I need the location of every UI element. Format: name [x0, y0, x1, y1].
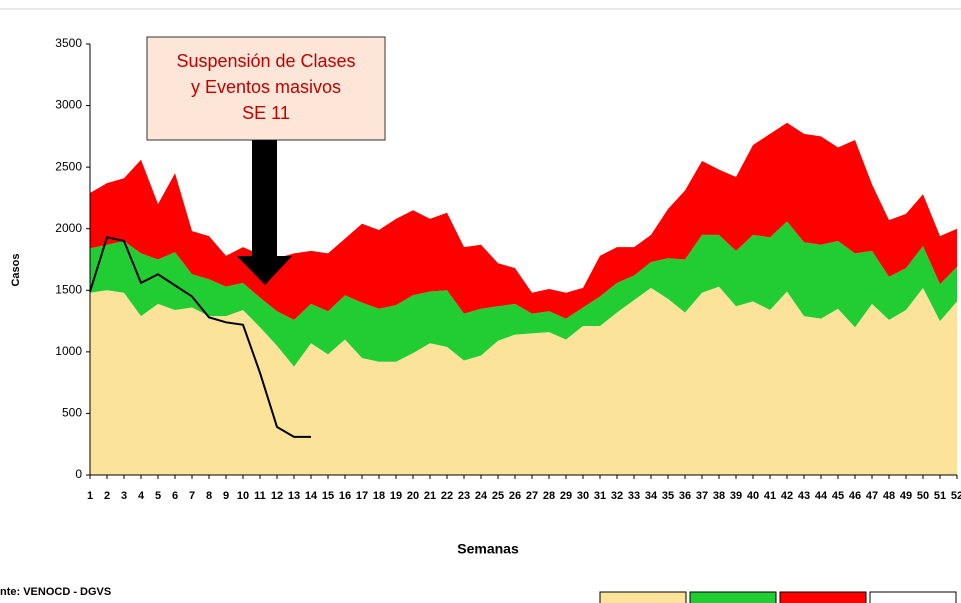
x-tick-label: 31: [594, 490, 606, 502]
x-tick-label: 35: [662, 490, 674, 502]
x-tick-label: 28: [543, 490, 555, 502]
annotation-text: SE 11: [242, 103, 290, 123]
x-tick-label: 10: [237, 490, 249, 502]
x-tick-label: 25: [492, 490, 504, 502]
x-tick-label: 33: [628, 490, 640, 502]
arrow-head: [237, 256, 292, 285]
x-tick-label: 47: [866, 490, 878, 502]
x-tick-label: 22: [441, 490, 453, 502]
area: [90, 221, 957, 367]
x-tick-label: 24: [475, 490, 488, 502]
y-axis-label: Casos: [10, 253, 22, 286]
x-tick-label: 30: [577, 490, 589, 502]
x-tick-label: 45: [832, 490, 844, 502]
x-tick-label: 43: [798, 490, 810, 502]
x-tick-label: 26: [509, 490, 521, 502]
legend-swatch: [869, 591, 957, 603]
x-tick-label: 42: [781, 490, 793, 502]
arrow-shaft: [252, 140, 277, 257]
x-tick-label: 29: [560, 490, 572, 502]
y-tick-label: 1000: [55, 344, 82, 358]
x-tick-label: 38: [713, 490, 725, 502]
x-tick-label: 48: [883, 490, 895, 502]
x-tick-label: 8: [206, 490, 212, 502]
x-tick-label: 52: [951, 490, 961, 502]
x-tick-label: 11: [254, 490, 266, 502]
legend-swatch: [599, 591, 687, 603]
x-tick-label: 6: [172, 490, 178, 502]
x-tick-label: 5: [155, 490, 161, 502]
x-tick-label: 50: [917, 490, 929, 502]
x-tick-label: 49: [900, 490, 912, 502]
x-tick-label: 36: [679, 490, 691, 502]
x-tick-label: 1: [87, 490, 93, 502]
x-tick-label: 27: [526, 490, 538, 502]
annotation-box: [146, 36, 386, 141]
x-tick-label: 21: [424, 490, 436, 502]
y-tick-label: 0: [75, 467, 82, 481]
plot-area: [89, 122, 957, 475]
legend-label: Exito: [628, 601, 657, 603]
y-tick-label: 3000: [55, 98, 82, 112]
legend-label: Alerta: [806, 601, 840, 603]
area: [90, 122, 957, 320]
annotation: Suspensión de Clases y Eventos masivos SE …: [146, 36, 386, 285]
x-tick-label: 19: [390, 490, 402, 502]
x-tick-label: 34: [645, 490, 658, 502]
x-tick-label: 13: [288, 490, 300, 502]
x-tick-label: 17: [356, 490, 368, 502]
x-tick-label: 12: [271, 490, 283, 502]
x-tick-label: 3: [121, 490, 127, 502]
x-tick-label: 51: [934, 490, 946, 502]
x-tick-label: 41: [764, 490, 776, 502]
y-tick-label: 3500: [55, 36, 82, 50]
y-tick-label: 2000: [55, 221, 82, 235]
x-tick-label: 9: [223, 490, 229, 502]
x-tick-label: 15: [322, 490, 334, 502]
y-tick-label: 1500: [55, 282, 82, 296]
x-tick-label: 23: [458, 490, 470, 502]
x-tick-label: 44: [815, 490, 828, 502]
x-axis-label: Semanas: [457, 541, 519, 557]
legend-swatch: [779, 591, 867, 603]
y-tick-label: 2500: [55, 159, 82, 173]
x-tick-label: 16: [339, 490, 351, 502]
x-tick-label: 7: [189, 490, 195, 502]
x-tick-label: 39: [730, 490, 742, 502]
legend-label: Epidemia: [886, 601, 940, 603]
line: [89, 236, 311, 438]
x-tick-label: 4: [138, 490, 145, 502]
x-tick-label: 2: [104, 490, 110, 502]
x-tick-label: 20: [407, 490, 419, 502]
x-tick-label: 14: [305, 490, 318, 502]
legend-label: Seguridad: [704, 601, 763, 603]
x-tick-label: 46: [849, 490, 861, 502]
annotation-text: y Eventos masivos: [191, 77, 341, 97]
y-tick-label: 500: [62, 406, 82, 420]
x-tick-label: 18: [373, 490, 385, 502]
source: nte: VENOCD - DGVS: [0, 586, 111, 598]
legend-swatch: [689, 591, 777, 603]
area: [90, 286, 957, 475]
x-tick-label: 37: [696, 490, 708, 502]
x-tick-label: 32: [611, 490, 623, 502]
annotation-text: Suspensión de Clases: [176, 51, 355, 71]
x-tick-label: 40: [747, 490, 759, 502]
